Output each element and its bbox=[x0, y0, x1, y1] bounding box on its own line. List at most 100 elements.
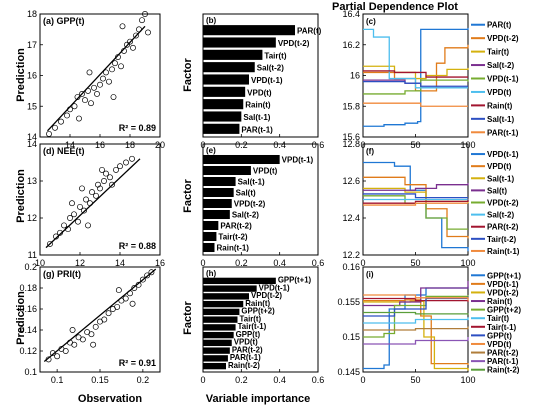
panel-1-point bbox=[109, 66, 115, 73]
panel-2-bar-label: VPD(t-2) bbox=[278, 39, 310, 48]
panel-4-point bbox=[85, 222, 91, 229]
panel-1-point bbox=[136, 26, 142, 33]
panel-9-series-line bbox=[363, 337, 469, 345]
panel-2-bar bbox=[203, 25, 295, 36]
panel-4-ytick-label: 12 bbox=[27, 213, 37, 223]
panel-7-xtick-label: 0.2 bbox=[137, 375, 150, 385]
panel-6-ytick-label: 12.8 bbox=[342, 139, 360, 149]
panel-3-ytick-label: 16.2 bbox=[342, 40, 360, 50]
panel-3-legend-label: Sal(t-1) bbox=[487, 115, 514, 124]
panel-6-legend-label: VPD(t) bbox=[487, 162, 512, 171]
panel-6-series-line bbox=[363, 195, 468, 230]
panel-8-bar-label: VPD(t-2) bbox=[251, 291, 282, 300]
panel-1-point bbox=[76, 115, 82, 122]
panel-8-bar bbox=[203, 285, 257, 292]
panel-3-legend-label: VPD(t-2) bbox=[487, 34, 519, 43]
panel-2-bar-label: VPD(t-1) bbox=[251, 76, 283, 85]
panel-7-ytick-label: 0.2 bbox=[24, 262, 37, 272]
panel-7-point bbox=[101, 316, 108, 323]
panel-4-panel-label: (d) NEE(t) bbox=[43, 146, 85, 156]
panel-5-bar-label: Sal(t-1) bbox=[238, 178, 265, 187]
panel-9-legend-label: GPP(t+1) bbox=[487, 271, 521, 280]
panel-6-legend-label: Sal(t) bbox=[487, 186, 507, 195]
panel-9-ytick-label: 0.145 bbox=[337, 367, 360, 377]
panel-8-bar-label: Rain(t) bbox=[245, 299, 270, 308]
panel-1-point bbox=[46, 130, 52, 137]
panel-4-fit-line bbox=[45, 158, 141, 249]
panel-5-xtick-label: 0.6 bbox=[312, 258, 325, 268]
panel-5-bar bbox=[203, 154, 280, 165]
panel-7-point bbox=[45, 356, 52, 363]
panel-9-series-line bbox=[363, 317, 469, 324]
panel-4-point bbox=[47, 240, 53, 247]
panel-9-panel-label: (i) bbox=[366, 270, 374, 279]
panel-1-point bbox=[106, 78, 112, 85]
panel-4-point bbox=[101, 178, 107, 184]
panel-5-bar bbox=[203, 220, 219, 231]
panel-8-bar-label: GPP(t+1) bbox=[278, 276, 312, 285]
y-label-prediction-3: Prediction bbox=[15, 291, 27, 345]
panel-9-ytick-label: 0.16 bbox=[342, 262, 360, 272]
panel-2-xtick-label: 0.2 bbox=[235, 140, 248, 150]
panel-9-legend-label: Rain(t-2) bbox=[487, 366, 520, 375]
panel-2-bar bbox=[203, 74, 249, 85]
panel-6-legend-label: Tair(t-2) bbox=[487, 235, 517, 244]
panel-8-bar-label: Tair(t-1) bbox=[238, 322, 267, 331]
panel-9-legend-label: Tair(t) bbox=[487, 314, 509, 323]
panel-3-series-line bbox=[363, 79, 469, 95]
panel-1-point bbox=[145, 29, 151, 36]
panel-7-point bbox=[131, 285, 138, 291]
panel-1-ytick-label: 14 bbox=[27, 132, 37, 142]
panel-3-series-line bbox=[363, 44, 469, 92]
panel-6-xtick-label: 50 bbox=[410, 258, 420, 268]
panel-4-r2-label: R² = 0.88 bbox=[119, 241, 156, 251]
panel-1-point bbox=[139, 17, 145, 24]
panel-6-series-line bbox=[363, 161, 469, 252]
panel-9-series-line bbox=[363, 297, 469, 302]
panel-2: 0 0.2 0.4 0.6(b)PAR(t)VPD(t-2)Tair(t)Sal(t-… bbox=[200, 13, 324, 150]
panel-4-point bbox=[83, 196, 89, 203]
panel-2-bar bbox=[203, 123, 240, 134]
panel-5-bar bbox=[203, 231, 217, 242]
y-label-factor-3: Factor bbox=[182, 300, 194, 334]
panel-8-bar bbox=[203, 347, 230, 354]
panel-2-bar-label: Tair(t) bbox=[264, 51, 286, 60]
panel-1-point bbox=[118, 63, 124, 70]
panel-4-point bbox=[129, 155, 135, 162]
panel-9-series-line bbox=[363, 294, 469, 301]
panel-4-point bbox=[103, 170, 109, 177]
panel-5-bar bbox=[203, 187, 234, 198]
panel-8-bar bbox=[203, 308, 240, 316]
panel-4-ytick-label: 11 bbox=[28, 250, 37, 260]
panel-9-legend-label: VPD(t-1) bbox=[487, 280, 519, 289]
panel-9-series-line bbox=[363, 299, 469, 365]
panel-7: 0.1 0.15 0.2 0.1 0.12 0.14 0.16 0.18 0.2 (g) PRI(… bbox=[19, 262, 161, 385]
panel-1-point bbox=[67, 106, 73, 113]
panel-1-point bbox=[71, 103, 78, 110]
panel-8-bar bbox=[203, 316, 238, 323]
panel-3-ytick-label: 16 bbox=[350, 71, 360, 81]
panel-1-point bbox=[85, 87, 91, 94]
panel-2-bar-label: PAR(t-1) bbox=[241, 125, 273, 134]
panel-8-bar-label: Rain(t-2) bbox=[228, 361, 260, 370]
panel-3-ytick-label: 15.6 bbox=[342, 132, 360, 142]
panel-7-point bbox=[148, 269, 155, 276]
panel-8-bar-label: GPP(t) bbox=[236, 330, 261, 339]
panel-7-point bbox=[115, 287, 122, 294]
panel-8-bar bbox=[203, 277, 276, 285]
panel-9-legend-label: GPP(t+2) bbox=[487, 306, 521, 315]
panel-7-point bbox=[144, 272, 151, 279]
panel-4-point bbox=[113, 166, 119, 173]
panel-8-xtick-label: 0.4 bbox=[273, 375, 286, 385]
panel-8-bar bbox=[203, 362, 226, 370]
panel-1-point bbox=[133, 32, 139, 39]
panel-4-frame bbox=[39, 143, 161, 256]
panel-3-series-line bbox=[363, 27, 469, 127]
panel-9-ytick-label: 0.15 bbox=[342, 332, 360, 342]
panel-5-bar-label: Rain(t-1) bbox=[217, 244, 250, 253]
y-label-factor-1: Factor bbox=[182, 57, 194, 91]
panel-9-legend-label: Tair(t-1) bbox=[487, 323, 517, 332]
panel-3-series-line bbox=[363, 28, 468, 89]
